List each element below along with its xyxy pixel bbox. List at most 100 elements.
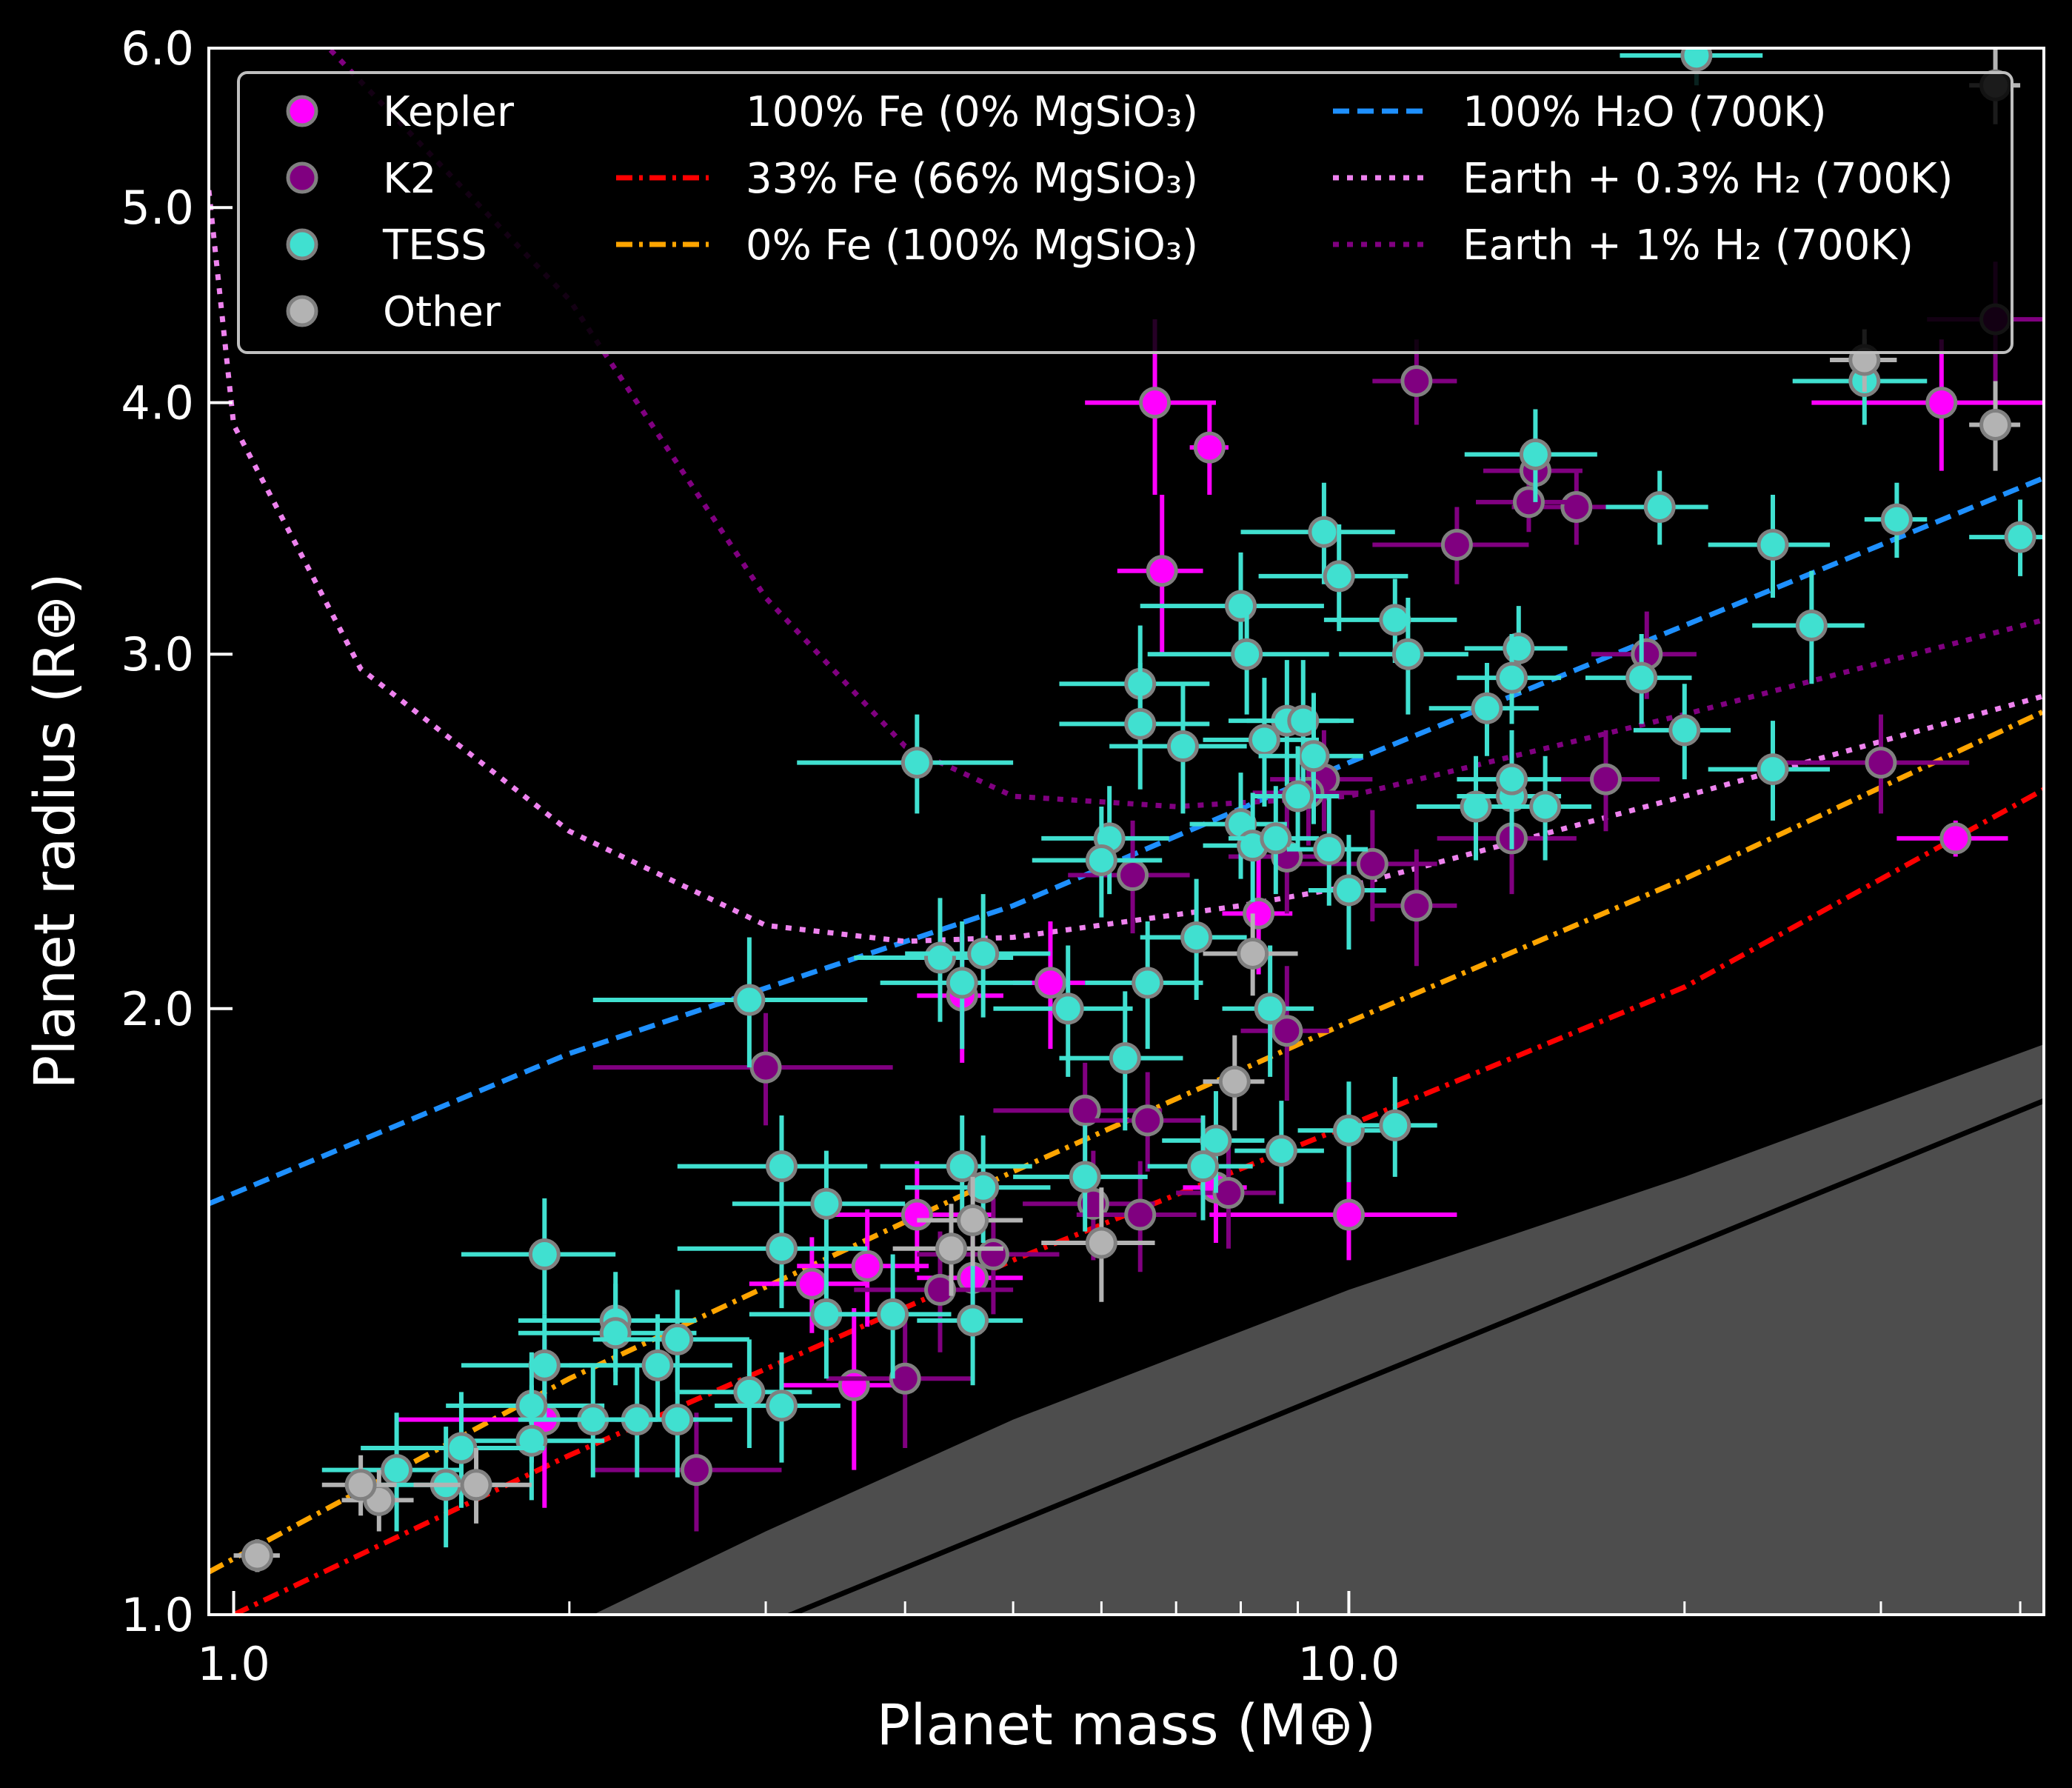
data-point-tess — [2004, 521, 2036, 553]
data-point-k2 — [1356, 847, 1388, 880]
legend-marker-tess — [286, 228, 318, 261]
data-point-tess — [967, 1171, 1000, 1204]
data-point-kepler — [1332, 1198, 1365, 1231]
data-point-other — [241, 1539, 273, 1572]
y-axis-label: Planet radius (R⊕) — [21, 573, 87, 1089]
data-point-tess — [381, 1454, 413, 1487]
data-point-kepler — [1925, 387, 1958, 419]
data-point-tess — [1379, 604, 1411, 636]
model-curve-1 — [783, 1098, 2044, 1615]
data-point-k2 — [1124, 1198, 1157, 1231]
data-point-tess — [900, 747, 933, 779]
y-tick-label: 6.0 — [121, 21, 194, 76]
data-point-tess — [1260, 822, 1292, 855]
data-point-tess — [1460, 790, 1492, 823]
axis-ticks: 1.0 10.0 1.0 2.0 3.0 4.0 5.0 6.0 — [121, 21, 2022, 1691]
data-point-tess — [1132, 967, 1164, 999]
data-point-tess — [1052, 993, 1084, 1025]
data-point-k2 — [1400, 890, 1433, 922]
x-tick-label: 10.0 — [1297, 1637, 1400, 1691]
data-point-tess — [1166, 730, 1199, 763]
data-point-k2 — [1589, 763, 1622, 795]
data-point-tess — [1529, 790, 1562, 823]
data-point-tess — [528, 1349, 561, 1381]
data-point-tess — [661, 1323, 694, 1355]
data-point-tess — [1680, 48, 1713, 72]
data-point-tess — [1297, 740, 1330, 773]
data-point-tess — [1069, 1161, 1101, 1193]
data-point-tess — [1519, 438, 1551, 471]
data-point-tess — [1109, 1042, 1141, 1075]
data-point-tess — [1496, 661, 1528, 694]
data-point-tess — [877, 1298, 909, 1330]
data-point-other — [1218, 1065, 1251, 1098]
data-point-k2 — [680, 1454, 712, 1487]
data-point-k2 — [1512, 486, 1545, 518]
legend-label: 33% Fe (66% MgSiO₃) — [746, 155, 1198, 203]
data-point-other — [344, 1469, 377, 1501]
data-point-k2 — [1271, 1015, 1303, 1047]
data-point-tess — [1668, 714, 1701, 747]
data-point-other — [935, 1232, 968, 1265]
data-point-k2 — [977, 1238, 1009, 1271]
data-point-tess — [1225, 590, 1257, 622]
data-point-tess — [1085, 844, 1117, 876]
legend-marker-other — [286, 295, 318, 327]
data-point-kepler — [900, 1198, 933, 1231]
data-point-tess — [1625, 661, 1658, 694]
data-point-tess — [1187, 1150, 1220, 1183]
data-point-tess — [599, 1317, 632, 1350]
data-point-tess — [946, 1150, 978, 1183]
series-tess — [321, 48, 2044, 1548]
data-point-other — [1237, 937, 1269, 970]
data-point-tess — [1231, 638, 1263, 670]
data-point-tess — [967, 937, 1000, 970]
data-point-k2 — [1560, 490, 1593, 523]
legend-label: Earth + 0.3% H₂ (700K) — [1463, 155, 1953, 203]
legend-label: 100% Fe (0% MgSiO₃) — [746, 88, 1198, 136]
data-point-tess — [1471, 692, 1503, 724]
series-other — [233, 48, 2021, 1572]
legend-label: 100% H₂O (700K) — [1463, 88, 1827, 136]
y-tick-label: 2.0 — [121, 982, 194, 1036]
data-point-tess — [733, 984, 766, 1016]
data-point-k2 — [889, 1362, 921, 1395]
data-point-tess — [923, 941, 956, 974]
data-point-other — [460, 1469, 492, 1501]
data-point-tess — [1308, 516, 1340, 548]
data-point-kepler — [1243, 897, 1275, 930]
data-point-k2 — [1400, 364, 1433, 397]
data-point-kepler — [1193, 431, 1226, 464]
data-point-k2 — [1132, 1104, 1164, 1137]
data-point-kepler — [1146, 555, 1178, 587]
data-point-tess — [1880, 503, 1913, 536]
plot-frame — [207, 47, 2045, 1616]
data-point-tess — [661, 1404, 694, 1436]
data-point-tess — [1282, 780, 1314, 813]
data-point-k2 — [1865, 747, 1897, 779]
data-point-tess — [1503, 632, 1535, 664]
legend-marker-kepler — [286, 95, 318, 127]
data-point-kepler — [1939, 822, 1972, 855]
x-tick-label: 1.0 — [197, 1637, 270, 1691]
data-point-k2 — [1117, 859, 1149, 892]
data-point-tess — [1332, 874, 1365, 907]
data-point-tess — [515, 1424, 548, 1457]
data-point-tess — [957, 1304, 989, 1337]
legend-label: K2 — [383, 155, 436, 203]
data-point-tess — [1795, 609, 1828, 641]
data-point-tess — [1287, 704, 1320, 737]
data-point-tess — [733, 1375, 766, 1408]
legend-label: 0% Fe (100% MgSiO₃) — [746, 221, 1198, 270]
data-point-tess — [641, 1349, 674, 1381]
data-point-tess — [1200, 1124, 1232, 1157]
model-curve-3 — [209, 709, 2044, 1575]
plot-area — [209, 48, 2044, 1615]
data-point-tess — [1332, 1114, 1365, 1147]
data-point-tess — [810, 1187, 843, 1220]
legend: Kepler K2 TESS Other 100% Fe (0% MgSiO₃) 33% … — [237, 71, 2013, 354]
data-point-kepler — [851, 1250, 883, 1282]
data-point-tess — [1379, 1109, 1411, 1141]
data-point-k2 — [1212, 1177, 1245, 1210]
data-point-tess — [1124, 707, 1157, 740]
